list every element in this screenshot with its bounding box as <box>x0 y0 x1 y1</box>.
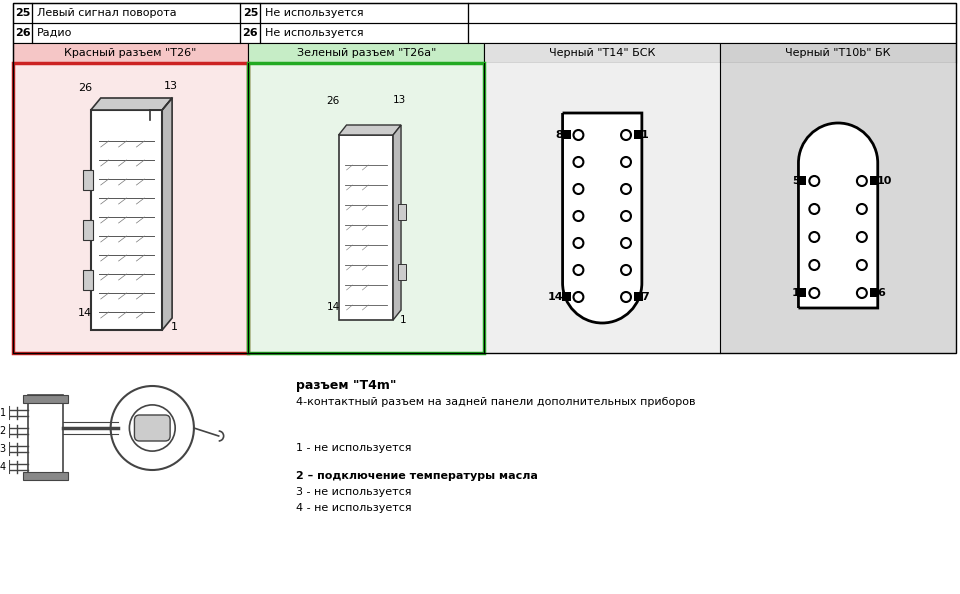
Bar <box>241 3 260 23</box>
Text: 26: 26 <box>326 96 340 106</box>
Bar <box>12 3 33 23</box>
Text: 1: 1 <box>0 408 6 418</box>
Text: Зеленый разъем "T26a": Зеленый разъем "T26a" <box>297 48 436 58</box>
Text: 7: 7 <box>641 292 649 302</box>
Text: 13: 13 <box>164 81 178 91</box>
Bar <box>468 23 956 43</box>
Bar <box>260 23 468 43</box>
Text: разъем "T4m": разъем "T4m" <box>296 380 396 393</box>
Text: 13: 13 <box>393 95 406 105</box>
Polygon shape <box>339 125 401 135</box>
Bar <box>870 176 878 185</box>
Text: Черный "T10b" БК: Черный "T10b" БК <box>785 48 891 58</box>
Text: 6: 6 <box>876 288 884 298</box>
Bar <box>249 43 484 63</box>
Polygon shape <box>393 125 401 320</box>
Text: 14: 14 <box>78 308 92 318</box>
Text: 2: 2 <box>0 426 6 436</box>
Bar <box>398 204 406 220</box>
Bar <box>468 3 956 23</box>
Bar <box>260 3 468 23</box>
Bar <box>339 135 393 320</box>
Bar <box>83 270 93 290</box>
Bar <box>398 264 406 280</box>
Text: 25: 25 <box>14 8 30 18</box>
Bar <box>634 130 643 139</box>
Bar <box>91 110 162 330</box>
Polygon shape <box>91 98 172 110</box>
Text: 2 – подключение температуры масла: 2 – подключение температуры масла <box>296 471 538 481</box>
Bar <box>12 63 249 353</box>
Bar <box>720 63 956 353</box>
FancyBboxPatch shape <box>134 415 170 441</box>
Text: 4-контактный разъем на задней панели дополнительных приборов: 4-контактный разъем на задней панели доп… <box>296 397 695 407</box>
Bar <box>720 43 956 63</box>
Bar <box>241 23 260 43</box>
Text: 1: 1 <box>399 315 406 325</box>
Text: 10: 10 <box>876 176 892 186</box>
Bar <box>484 63 720 353</box>
Text: 26: 26 <box>14 28 31 38</box>
Bar <box>562 292 570 301</box>
Text: 4: 4 <box>0 462 6 472</box>
Bar <box>23 395 68 403</box>
Bar <box>29 395 63 480</box>
Text: 14: 14 <box>326 302 340 312</box>
Bar <box>484 43 720 63</box>
Text: 1 - не используется: 1 - не используется <box>296 443 412 453</box>
Text: 26: 26 <box>78 83 92 93</box>
Bar <box>12 43 249 63</box>
Text: 1: 1 <box>792 288 800 298</box>
Bar <box>249 63 484 353</box>
Bar <box>870 288 878 297</box>
PathPatch shape <box>563 113 642 323</box>
Text: Левый сигнал поворота: Левый сигнал поворота <box>37 8 177 18</box>
Text: 14: 14 <box>548 292 564 302</box>
Bar <box>798 176 806 185</box>
Text: 3: 3 <box>0 444 6 454</box>
Text: 25: 25 <box>243 8 258 18</box>
Text: 4 - не используется: 4 - не используется <box>296 503 412 513</box>
Bar <box>12 63 249 353</box>
Bar <box>83 220 93 240</box>
Bar <box>249 63 484 353</box>
Text: Черный "T14" БСК: Черный "T14" БСК <box>549 48 656 58</box>
Bar <box>23 472 68 480</box>
Text: 3 - не используется: 3 - не используется <box>296 487 412 497</box>
Bar <box>634 292 643 301</box>
Text: 26: 26 <box>243 28 258 38</box>
Bar <box>562 130 570 139</box>
Text: 8: 8 <box>556 130 564 140</box>
Bar <box>33 23 241 43</box>
PathPatch shape <box>799 123 877 308</box>
Bar <box>798 288 806 297</box>
Text: Красный разъем "T26": Красный разъем "T26" <box>64 48 197 58</box>
Polygon shape <box>162 98 172 330</box>
Bar <box>12 23 33 43</box>
Text: 1: 1 <box>171 322 178 332</box>
Text: 5: 5 <box>792 176 800 186</box>
Bar <box>83 170 93 190</box>
Text: Не используется: Не используется <box>265 8 364 18</box>
Bar <box>12 3 956 353</box>
Text: Не используется: Не используется <box>265 28 364 38</box>
Text: 1: 1 <box>641 130 649 140</box>
Text: Радио: Радио <box>37 28 73 38</box>
Bar <box>33 3 241 23</box>
